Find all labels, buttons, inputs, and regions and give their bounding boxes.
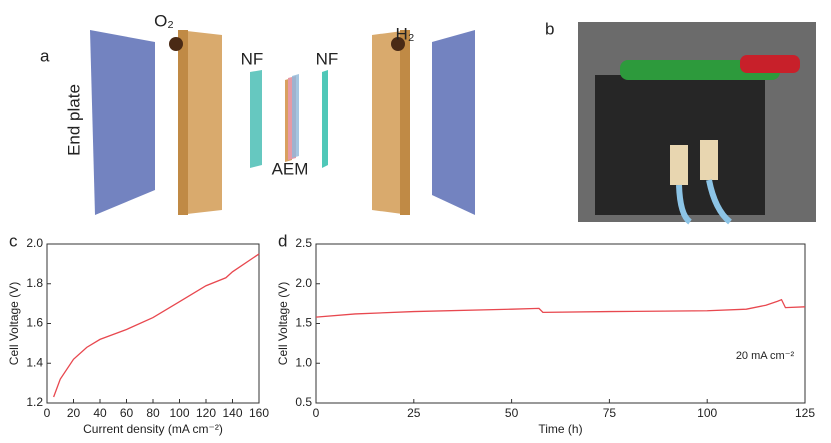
x-tick-label: 80 — [146, 406, 160, 420]
plot-frame — [46, 243, 260, 404]
y-tick-label: 1.4 — [26, 355, 43, 369]
data-line — [315, 298, 806, 318]
x-tick-label: 100 — [169, 406, 189, 420]
panel-label: d — [278, 231, 287, 250]
panel-label: c — [9, 231, 18, 250]
x-tick-label: 160 — [249, 406, 269, 420]
x-tick-label: 25 — [407, 406, 421, 420]
y-axis-label: Cell Voltage (V) — [276, 282, 290, 365]
annotation: 20 mA cm⁻² — [736, 350, 795, 362]
y-tick-label: 1.0 — [295, 355, 312, 369]
x-tick-label: 0 — [44, 406, 51, 420]
y-tick-label: 1.8 — [26, 276, 43, 290]
photo — [578, 22, 816, 225]
y-tick-label: 1.2 — [26, 395, 43, 409]
h2-label: H₂ — [396, 24, 415, 43]
aem-label: AEM — [272, 159, 309, 178]
x-tick-label: 50 — [505, 406, 519, 420]
end-plate-label: End plate — [64, 84, 83, 156]
nf-label: NF — [241, 49, 264, 68]
x-tick-label: 120 — [196, 406, 216, 420]
x-tick-label: 100 — [697, 406, 717, 420]
x-axis-label: Time (h) — [538, 422, 582, 436]
x-tick-label: 125 — [795, 406, 815, 420]
y-tick-label: 1.5 — [295, 316, 312, 330]
y-tick-label: 2.5 — [295, 236, 312, 250]
x-tick-label: 140 — [222, 406, 242, 420]
y-tick-label: 0.5 — [295, 395, 312, 409]
x-tick-label: 75 — [603, 406, 617, 420]
x-tick-label: 40 — [93, 406, 107, 420]
data-line — [53, 253, 260, 398]
panel-label: a — [40, 46, 50, 65]
plot-frame — [315, 243, 806, 404]
x-tick-label: 60 — [120, 406, 134, 420]
y-tick-label: 1.6 — [26, 316, 43, 330]
y-axis-label: Cell Voltage (V) — [7, 282, 21, 365]
o2-label: O₂ — [154, 11, 174, 30]
y-tick-label: 2.0 — [295, 276, 312, 290]
x-axis-label: Current density (mA cm⁻²) — [83, 422, 223, 436]
x-tick-label: 20 — [67, 406, 81, 420]
panel-label: b — [545, 19, 554, 38]
x-tick-label: 0 — [313, 406, 320, 420]
nf-label: NF — [316, 49, 339, 68]
y-tick-label: 2.0 — [26, 236, 43, 250]
cell-diagram — [90, 30, 475, 215]
